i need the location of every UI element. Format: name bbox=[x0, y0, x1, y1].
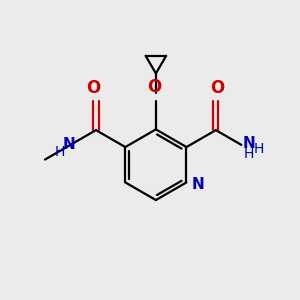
Text: O: O bbox=[86, 79, 100, 97]
Text: O: O bbox=[147, 78, 161, 96]
Text: H: H bbox=[254, 142, 264, 156]
Text: N: N bbox=[63, 137, 75, 152]
Text: N: N bbox=[242, 136, 255, 151]
Text: H: H bbox=[55, 145, 65, 159]
Text: O: O bbox=[210, 79, 224, 97]
Text: N: N bbox=[192, 177, 205, 192]
Text: H: H bbox=[244, 147, 254, 161]
